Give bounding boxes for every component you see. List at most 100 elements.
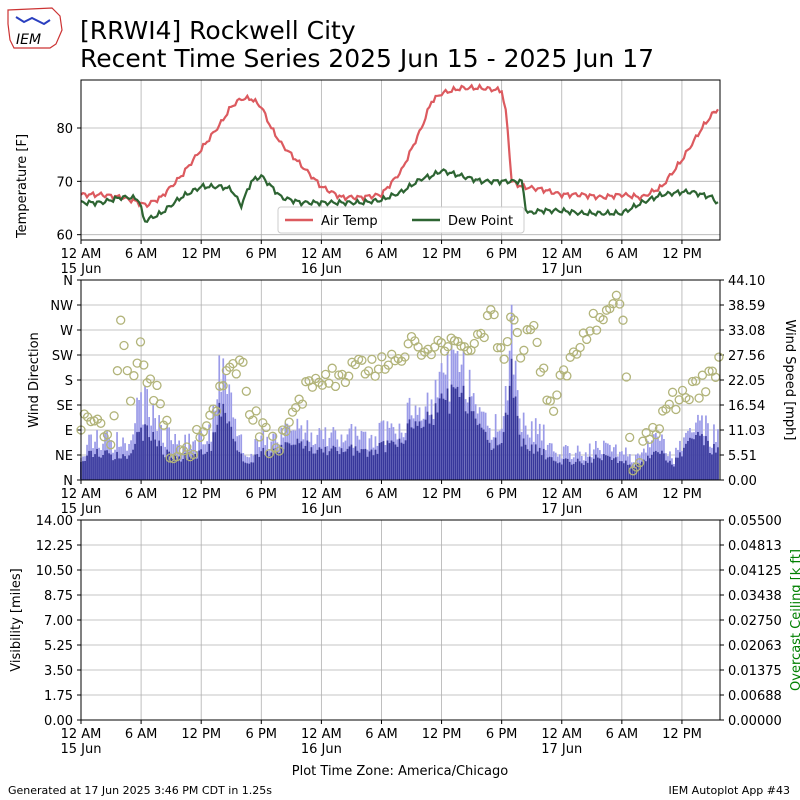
plot-frame xyxy=(80,79,721,241)
wind-speed-bar xyxy=(262,447,265,480)
speed-tick-label: 33.08 xyxy=(728,324,765,339)
wind-direction-marker xyxy=(152,380,162,391)
wind-speed-bar xyxy=(677,457,679,480)
wind-speed-bar xyxy=(194,454,196,480)
wind-speed-bar xyxy=(667,462,669,480)
wind-speed-bar xyxy=(358,452,361,480)
x-tick-label: 12 PM xyxy=(181,727,221,742)
visibility-tick-label: 14.00 xyxy=(36,514,73,529)
x-tick-label: 6 AM xyxy=(606,727,639,742)
wind-speed-bar xyxy=(558,462,561,480)
wind-speed-bar xyxy=(432,425,435,480)
ceiling-tick-label: 0.01375 xyxy=(728,664,782,679)
wind-speed-bar xyxy=(376,453,379,480)
wind-direction-marker xyxy=(638,436,648,446)
wind-speed-bar xyxy=(246,463,249,480)
wind-speed-bar xyxy=(520,446,523,480)
wind-speed-bar xyxy=(482,429,485,480)
wind-speed-bar xyxy=(84,461,86,480)
wind-speed-bar xyxy=(434,403,437,480)
wind-direction-marker xyxy=(671,404,681,415)
wind-speed-bar xyxy=(132,449,134,480)
wind-direction-marker xyxy=(413,342,423,352)
wind-direction-marker xyxy=(661,404,671,414)
wind-speed-bar xyxy=(398,438,401,480)
wind-speed-bar xyxy=(274,448,277,480)
wind-speed-bar xyxy=(146,425,148,480)
wind-speed-bar xyxy=(266,451,269,480)
wind-direction-marker xyxy=(363,366,374,376)
wind-speed-bar xyxy=(144,424,146,480)
wind-speed-bar xyxy=(216,424,219,480)
x-tick-date: 17 Jun xyxy=(541,742,582,757)
wind-speed-bar xyxy=(444,400,447,480)
wind-speed-bar xyxy=(595,454,597,480)
x-tick-label: 6 PM xyxy=(246,487,277,502)
wind-speed-bar xyxy=(248,463,251,480)
network-lines-icon xyxy=(15,16,51,26)
wind-speed-bar xyxy=(516,415,519,480)
x-tick-label: 12 PM xyxy=(662,247,702,262)
wind-speed-bar xyxy=(536,451,539,480)
wind-speed-bar xyxy=(200,449,202,480)
wind-speed-bar xyxy=(112,460,114,480)
wind-speed-bar xyxy=(476,425,479,480)
wind-speed-bar xyxy=(462,385,465,480)
wind-direction-marker xyxy=(509,315,519,325)
speed-tick-label: 38.59 xyxy=(728,299,765,314)
wind-speed-bar xyxy=(518,434,521,480)
wind-speed-bar xyxy=(104,450,106,480)
wind-speed-bar xyxy=(384,452,387,480)
wind-speed-bar xyxy=(86,455,88,480)
wind-direction-marker xyxy=(373,364,384,374)
wind-direction-marker xyxy=(701,387,711,397)
x-tick-date: 15 Jun xyxy=(61,742,102,757)
wind-speed-bar xyxy=(717,447,719,480)
wind-direction-marker xyxy=(122,365,132,376)
wind-speed-bar xyxy=(222,403,225,480)
wind-speed-bar xyxy=(550,457,553,480)
wind-speed-bar xyxy=(562,459,565,480)
wind-speed-bar xyxy=(532,453,535,480)
wind-direction-marker xyxy=(248,415,258,425)
wind-speed-bar xyxy=(102,455,104,480)
wind-speed-bar xyxy=(322,452,325,480)
wind-speed-bar xyxy=(294,444,297,480)
wind-speed-bar xyxy=(154,439,156,480)
wind-speed-bar xyxy=(362,449,365,480)
x-tick-label: 12 AM xyxy=(541,727,582,742)
wind-direction-marker xyxy=(377,352,387,362)
wind-speed-bar xyxy=(510,358,513,480)
wind-direction-marker xyxy=(135,337,146,347)
wind-speed-bar xyxy=(568,461,571,480)
x-tick-date: 17 Jun xyxy=(541,502,582,517)
speed-tick-label: 0.00 xyxy=(728,474,757,489)
wind-direction-marker xyxy=(129,371,139,381)
wind-speed-bar xyxy=(108,453,110,480)
visibility-tick-label: 8.75 xyxy=(44,589,73,604)
wind-speed-bar xyxy=(576,458,579,480)
wind-direction-marker xyxy=(608,299,618,309)
speed-tick-label: 22.05 xyxy=(728,374,765,389)
wind-direction-marker xyxy=(218,381,228,391)
wind-speed-bar xyxy=(166,449,168,480)
wind-speed-bar xyxy=(332,445,335,480)
x-tick-label: 12 PM xyxy=(662,727,702,742)
wind-speed-bar xyxy=(308,451,311,480)
x-tick-label: 6 PM xyxy=(246,247,277,262)
x-tick-label: 12 AM xyxy=(61,487,102,502)
wind-direction-marker xyxy=(545,396,555,406)
speed-tick-label: 5.51 xyxy=(728,449,757,464)
wind-direction-marker xyxy=(132,358,142,368)
wind-direction-marker xyxy=(625,432,635,443)
wind-direction-marker xyxy=(102,429,113,440)
wind-speed-bar xyxy=(226,423,229,480)
wind-speed-bar xyxy=(224,412,227,480)
wind-speed-bar xyxy=(486,439,489,480)
wind-speed-bar xyxy=(330,448,333,480)
wind-direction-marker xyxy=(96,418,106,428)
wind-direction-marker xyxy=(552,390,562,400)
wind-speed-bar xyxy=(212,432,215,480)
x-tick-label: 12 AM xyxy=(541,487,582,502)
wind-direction-marker xyxy=(264,448,275,459)
